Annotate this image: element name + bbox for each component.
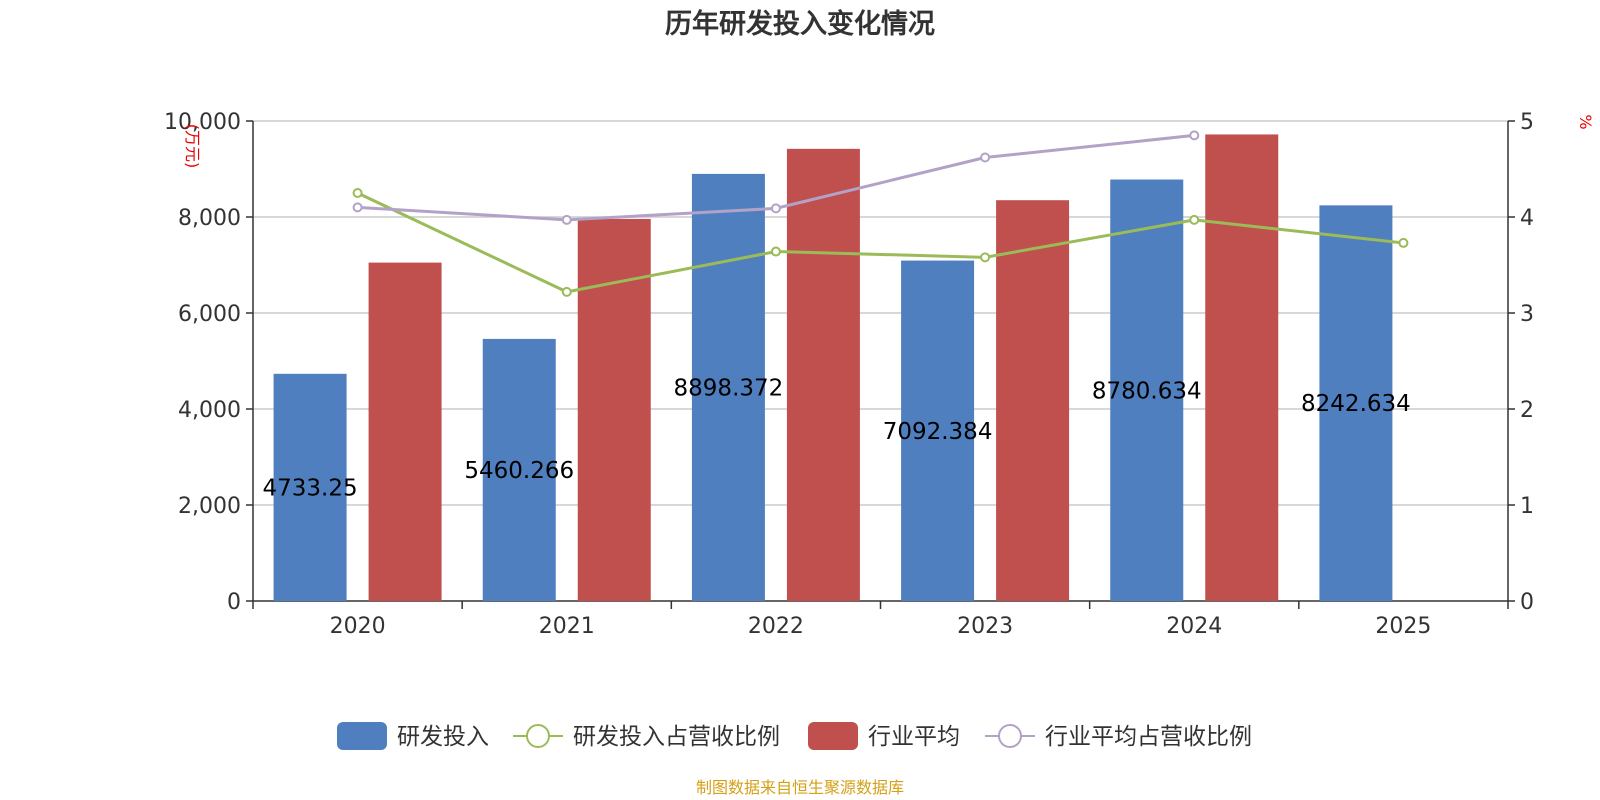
legend-label-industry-ratio: 行业平均占营收比例 <box>1045 724 1252 750</box>
right-tick-label: 5 <box>1520 110 1534 135</box>
series-point-industry-ratio <box>352 202 363 213</box>
legend-label-rd-ratio: 研发投入占营收比例 <box>573 724 780 750</box>
series-point-rd-ratio <box>980 252 991 263</box>
legend-marker-industry-ratio <box>998 724 1022 748</box>
bar-value-label: 7092.384 <box>883 419 993 445</box>
left-tick-label: 4,000 <box>178 398 241 423</box>
x-tick-label: 2020 <box>330 614 386 639</box>
data-source-note: 制图数据来自恒生聚源数据库 <box>696 778 904 797</box>
legend: 研发投入 研发投入占营收比例 行业平均 行业平均占营收比例 <box>337 722 1252 750</box>
bar-rd-investment <box>691 173 765 601</box>
legend-item-rd-ratio[interactable]: 研发投入占营收比例 <box>513 724 780 750</box>
series-line-rd-ratio <box>356 191 1404 294</box>
series-point-industry-ratio <box>770 203 781 214</box>
right-tick-label: 3 <box>1520 302 1534 327</box>
series-point-industry-ratio <box>980 152 991 163</box>
bar-value-label: 8242.634 <box>1301 391 1411 417</box>
x-tick-label: 2024 <box>1166 614 1222 639</box>
bar-industry-average <box>577 218 651 602</box>
right-tick-label: 4 <box>1520 206 1534 231</box>
legend-item-industry-average[interactable]: 行业平均 <box>808 722 960 750</box>
left-tick-label: 6,000 <box>178 302 241 327</box>
right-axis-ticks: 0 1 2 3 4 5 <box>1508 110 1534 615</box>
x-axis-ticks: 2020 2021 2022 2023 2024 2025 <box>252 601 1509 639</box>
bar-rd-investment <box>1319 205 1393 601</box>
bar-industry-average <box>368 262 442 601</box>
bar-labels: 4733.25 5460.266 8898.372 7092.384 8780.634 8… <box>263 375 1411 501</box>
x-tick-label: 2022 <box>748 614 804 639</box>
bar-rd-investment <box>1110 179 1184 601</box>
right-tick-label: 2 <box>1520 398 1534 423</box>
series-point-industry-ratio <box>561 214 572 225</box>
legend-swatch-industry-average <box>808 722 858 750</box>
legend-item-industry-ratio[interactable]: 行业平均占营收比例 <box>985 724 1252 750</box>
legend-item-rd-investment[interactable]: 研发投入 <box>337 722 489 750</box>
bar-value-label: 4733.25 <box>263 475 358 501</box>
left-tick-label: 10,000 <box>164 110 241 135</box>
bar-rd-investment <box>901 260 975 601</box>
right-tick-label: 1 <box>1520 494 1534 519</box>
series-point-rd-ratio <box>561 286 572 297</box>
bar-industry-average <box>786 148 860 601</box>
bars <box>273 134 1393 602</box>
legend-label-rd-investment: 研发投入 <box>397 724 489 750</box>
bar-industry-average <box>996 200 1070 601</box>
bar-rd-investment <box>273 373 347 601</box>
x-tick-label: 2023 <box>957 614 1013 639</box>
right-tick-label: 0 <box>1520 590 1534 615</box>
series-point-rd-ratio <box>1398 237 1409 248</box>
right-axis-unit: % <box>1576 114 1595 129</box>
left-tick-label: 0 <box>227 590 241 615</box>
series-point-rd-ratio <box>1189 214 1200 225</box>
bar-rd-investment <box>482 338 556 601</box>
series-point-rd-ratio <box>352 188 363 198</box>
bar-value-label: 8898.372 <box>674 375 784 401</box>
legend-swatch-rd-investment <box>337 722 387 750</box>
x-tick-label: 2021 <box>539 614 595 639</box>
series-point-industry-ratio <box>1189 130 1200 141</box>
series-point-rd-ratio <box>770 246 781 257</box>
lines <box>352 130 1409 297</box>
legend-label-industry-average: 行业平均 <box>868 724 960 750</box>
bar-industry-average <box>1205 134 1279 601</box>
chart-title: 历年研发投入变化情况 <box>665 8 935 40</box>
bar-value-label: 5460.266 <box>464 458 574 484</box>
x-tick-label: 2025 <box>1375 614 1431 639</box>
left-axis-ticks: 0 2,000 4,000 6,000 8,000 10,000 <box>164 110 253 615</box>
legend-marker-rd-ratio <box>526 724 550 748</box>
bar-value-label: 8780.634 <box>1092 378 1202 404</box>
grid-lines <box>253 120 1508 506</box>
left-tick-label: 8,000 <box>178 206 241 231</box>
left-tick-label: 2,000 <box>178 494 241 519</box>
left-axis-unit: (万元) <box>183 124 202 169</box>
